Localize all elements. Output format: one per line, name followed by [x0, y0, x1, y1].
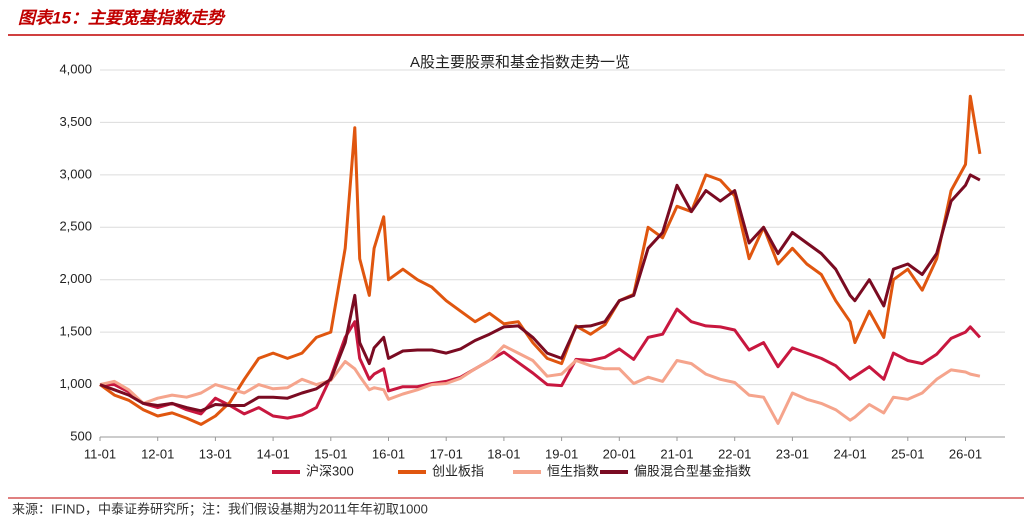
legend-label: 恒生指数: [547, 463, 599, 478]
x-tick-label: 12-01: [141, 446, 174, 461]
y-tick-label: 3,500: [59, 114, 92, 129]
x-tick-label: 22-01: [718, 446, 751, 461]
series-line: [99, 94, 982, 426]
y-tick-label: 2,000: [59, 271, 92, 286]
series-line: [99, 344, 981, 425]
y-tick-label: 1,000: [59, 376, 92, 391]
x-tick-label: 23-01: [776, 446, 809, 461]
header: 图表15：主要宽基指数走势: [18, 8, 226, 27]
x-tick-label: 16-01: [372, 446, 405, 461]
x-tick-label: 11-01: [84, 446, 116, 461]
series-line: [100, 307, 982, 420]
x-tick-label: 24-01: [833, 446, 866, 461]
legend-label: 创业板指: [432, 463, 484, 478]
legend-label: 沪深300: [306, 463, 354, 478]
x-tick-label: 15-01: [314, 446, 347, 461]
x-tick-label: 21-01: [660, 446, 693, 461]
y-tick-label: 1,500: [59, 324, 92, 339]
chart-title: A股主要股票和基金指数走势一览: [410, 54, 630, 71]
x-tick-label: 13-01: [199, 446, 232, 461]
y-tick-label: 4,000: [59, 61, 92, 76]
legend-label: 偏股混合型基金指数: [634, 463, 751, 478]
x-tick-label: 14-01: [256, 446, 289, 461]
x-tick-label: 18-01: [487, 446, 520, 461]
y-tick-label: 500: [70, 428, 92, 443]
y-tick-label: 2,500: [59, 219, 92, 234]
source-note: 来源：IFIND，中泰证券研究所；注：我们假设基期为2011年年初取1000: [12, 501, 428, 517]
y-tick-label: 3,000: [59, 166, 92, 181]
x-tick-label: 20-01: [603, 446, 636, 461]
x-tick-label: 17-01: [430, 446, 463, 461]
series-line: [99, 173, 981, 413]
x-tick-label: 26-01: [949, 446, 982, 461]
x-tick-label: 19-01: [545, 446, 578, 461]
x-tick-label: 25-01: [891, 446, 924, 461]
